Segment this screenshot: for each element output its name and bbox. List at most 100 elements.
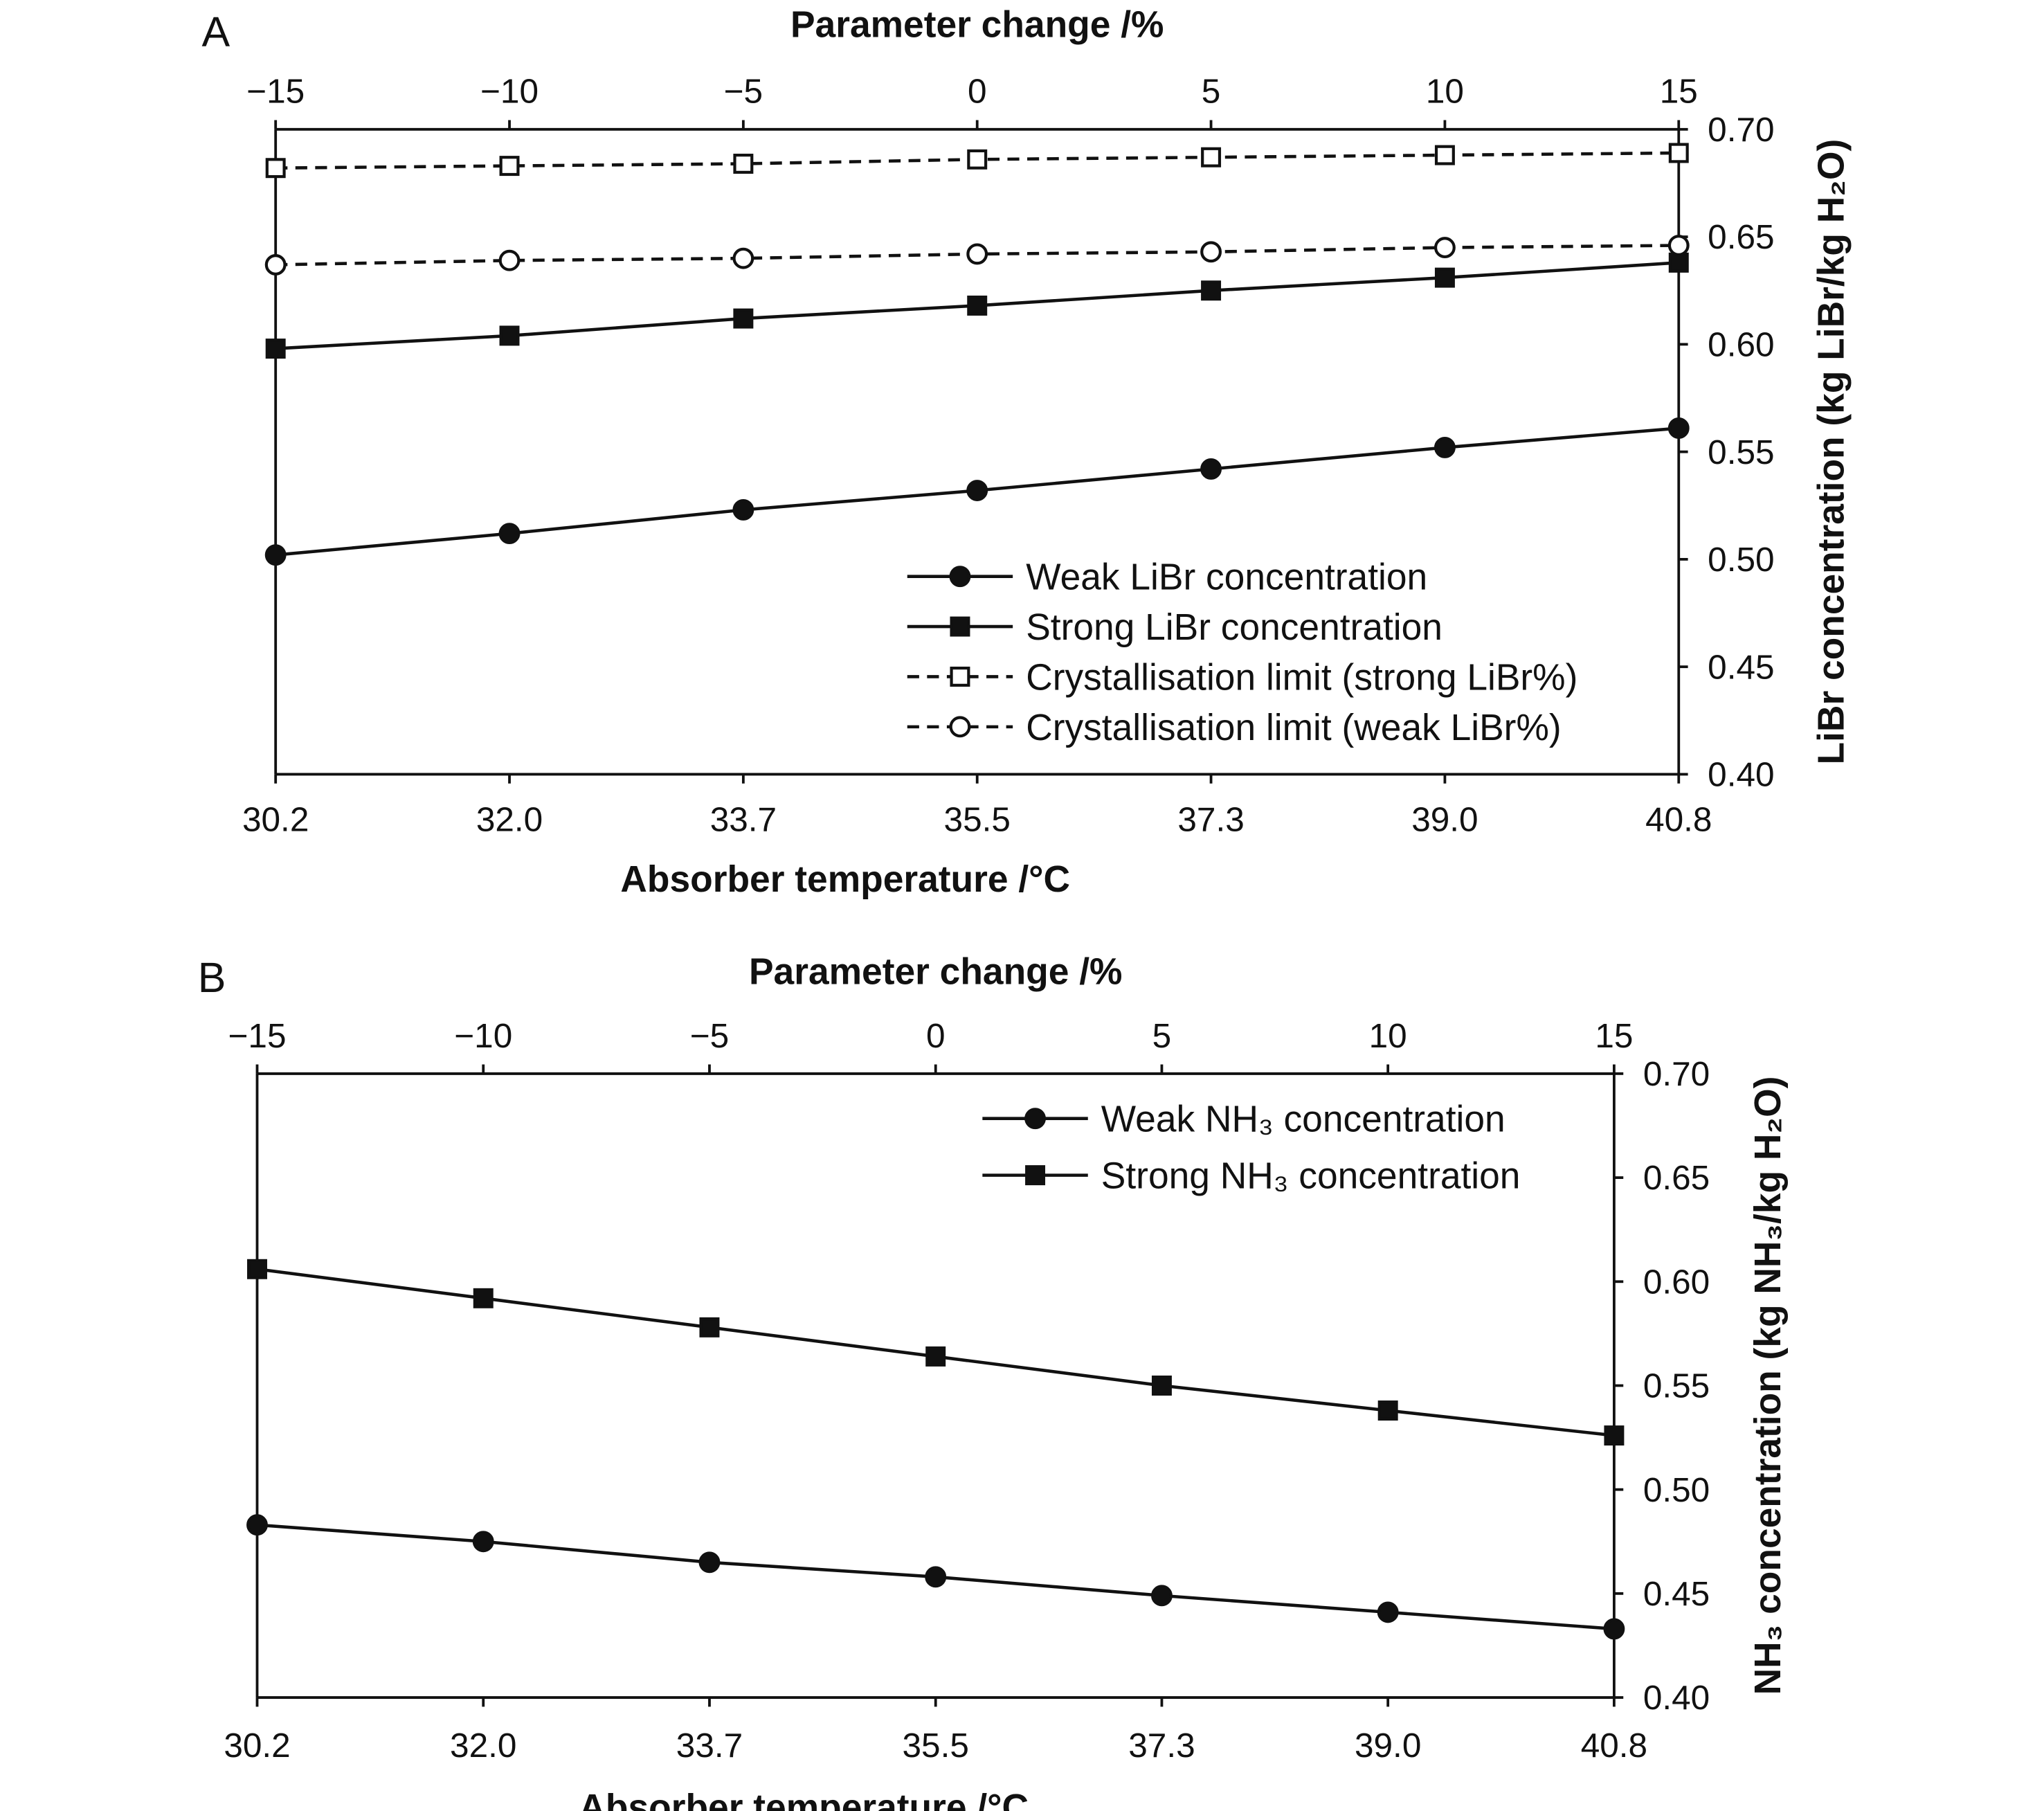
y-tick-label: 0.60 [1643,1263,1710,1301]
top-tick-label: 15 [1595,1017,1633,1055]
data-point [264,544,287,566]
x-tick-label: 37.3 [1128,1727,1195,1765]
y-tick-label: 0.60 [1708,326,1774,364]
top-axis-title: Parameter change /% [790,4,1164,45]
series-0 [264,417,1690,566]
data-point [499,156,520,177]
top-tick-label: 10 [1426,73,1464,111]
data-point [1434,267,1455,288]
data-point [699,1317,720,1337]
panel-label: B [198,954,226,1001]
data-point [1433,237,1456,259]
top-tick-label: −5 [690,1017,729,1055]
x-tick-label: 32.0 [450,1727,516,1765]
legend-marker [950,616,970,637]
top-axis-title: Parameter change /% [749,951,1122,992]
data-point [247,1259,267,1279]
data-point [1151,1585,1173,1607]
y-tick-label: 0.70 [1708,111,1774,149]
y-tick-label: 0.40 [1643,1679,1710,1717]
data-point [1151,1375,1172,1396]
legend-marker [1025,1165,1046,1186]
data-point [1434,145,1455,165]
data-point [472,1531,494,1553]
x-tick-label: 30.2 [224,1727,290,1765]
x-tick-label: 40.8 [1645,800,1712,838]
y-axis-title: LiBr concentration (kg LiBr/kg H₂O) [1811,139,1852,765]
top-tick-label: 5 [1202,73,1221,111]
data-point [733,154,754,174]
legend-label: Crystallisation limit (weak LiBr%) [1026,708,1561,748]
data-point [967,149,988,170]
legend-label: Strong NH₃ concentration [1101,1156,1521,1197]
series-3 [264,235,1690,276]
top-tick-label: −15 [228,1017,287,1055]
data-point [1377,1400,1398,1421]
data-point [264,254,287,276]
legend-marker [950,666,970,687]
x-tick-label: 30.2 [242,800,309,838]
data-point [966,243,988,265]
chart-panel-A: A 30.2 −15 32.0 −10 33.7 −5 35.5 0 37.3 5 39.0 10 40.… [201,4,1852,900]
data-point [1668,143,1689,163]
data-point [925,1346,946,1367]
data-point [1668,252,1689,273]
x-tick-label: 33.7 [676,1727,743,1765]
data-point [1200,241,1222,263]
data-point [498,249,521,271]
top-tick-label: 5 [1152,1017,1172,1055]
top-tick-label: 10 [1369,1017,1407,1055]
y-tick-label: 0.45 [1643,1575,1710,1613]
legend-label: Weak LiBr concentration [1026,557,1427,598]
data-point [246,1514,268,1536]
x-tick-label: 39.0 [1411,800,1478,838]
data-point [733,308,754,329]
legend-label: Strong LiBr concentration [1026,607,1442,648]
series-0 [246,1514,1625,1640]
data-point [698,1551,721,1574]
data-point [1201,147,1222,168]
data-point [1377,1601,1399,1623]
data-point [1667,417,1690,439]
data-point [1433,436,1456,458]
data-point [925,1566,947,1588]
data-point [1201,280,1222,301]
data-point [1603,1618,1625,1640]
legend-item: Strong LiBr concentration [907,607,1442,648]
x-axis-title: Absorber temperature /°C [620,859,1070,900]
data-point [473,1288,494,1308]
y-tick-label: 0.65 [1708,218,1774,256]
x-tick-label: 37.3 [1177,800,1244,838]
y-tick-label: 0.50 [1708,541,1774,579]
data-point [498,523,521,545]
top-tick-label: 0 [968,73,987,111]
data-point [732,247,754,269]
x-axis-title: Absorber temperature /°C [579,1787,1029,1811]
legend-marker [1024,1108,1046,1130]
data-point [1200,458,1222,480]
top-tick-label: −10 [480,73,539,111]
x-tick-label: 32.0 [476,800,543,838]
x-tick-label: 40.8 [1581,1727,1647,1765]
data-point [1667,235,1690,256]
y-tick-label: 0.70 [1643,1055,1710,1093]
panel-label: A [201,8,230,55]
y-tick-label: 0.45 [1708,648,1774,686]
legend-item: Strong NH₃ concentration [982,1156,1520,1197]
series-1 [265,252,1689,359]
top-tick-label: −5 [724,73,763,111]
y-tick-label: 0.40 [1708,756,1774,794]
legend-item: Weak NH₃ concentration [982,1099,1505,1140]
x-tick-label: 33.7 [710,800,777,838]
legend-label: Crystallisation limit (strong LiBr%) [1026,658,1577,699]
data-point [967,295,988,316]
data-point [265,158,286,179]
x-tick-label: 39.0 [1355,1727,1421,1765]
legend-marker [949,716,971,738]
top-tick-label: −10 [454,1017,512,1055]
x-tick-label: 35.5 [944,800,1011,838]
y-tick-label: 0.55 [1708,433,1774,471]
top-tick-label: −15 [246,73,305,111]
x-tick-label: 35.5 [903,1727,969,1765]
